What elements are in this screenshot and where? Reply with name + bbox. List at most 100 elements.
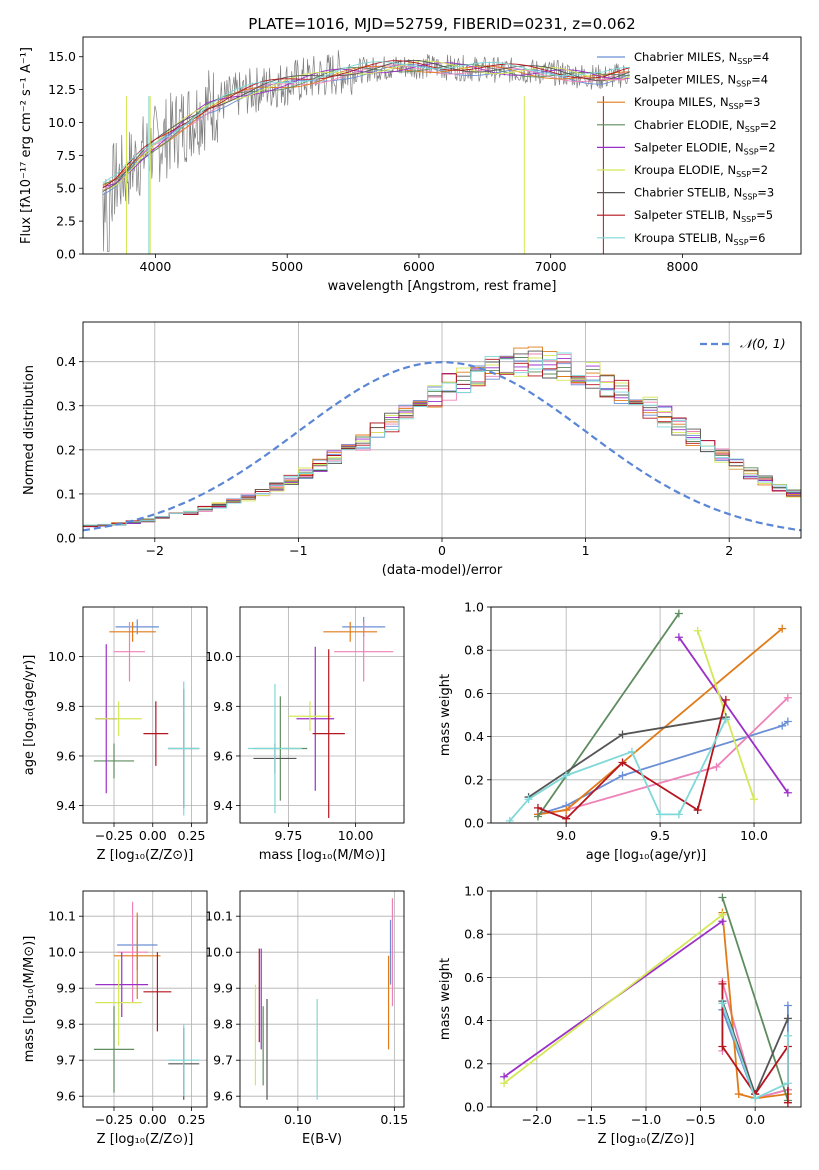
legend-label: Kroupa ELODIE, NSSP=2 [634,163,768,179]
y-tick-label: 7.5 [56,148,76,163]
y-tick-label: 0.4 [56,354,76,369]
legend-label-text: Salpeter MILES, N [634,73,736,87]
panel-residuals: −2 −1 0 1 2 0.0 0.1 0.2 0.3 0.4 (data-model)/error… [22,321,802,578]
legend-label: Salpeter ELODIE, NSSP=2 [634,140,776,156]
legend-label-subscript: SSP [736,80,751,89]
plot-area [83,346,801,538]
x-axis-label: wavelength [Angstrom, rest frame] [328,279,557,294]
model-line [102,60,630,192]
panel-age-vs-Z: −0.25 0.00 0.25 9.4 9.6 9.8 10.0 Z [log₁₀(Z/Z⊙)… [22,606,208,863]
weight-point-marker [562,814,571,823]
legend-label: Salpeter MILES, NSSP=4 [634,73,768,89]
weight-point-marker [693,626,702,635]
weight-point-marker [783,717,792,726]
x-axis-label: Z [log₁₀(Z/Z⊙)] [97,848,194,863]
legend-label-subscript: SSP [729,102,744,111]
x-tick-label: 0.10 [284,1112,312,1127]
axes-frame [82,36,802,255]
y-tick-label: 0.8 [464,927,484,942]
x-tick-label: 4000 [140,259,172,274]
y-tick-label: 10.1 [48,909,76,924]
weight-point-marker [721,715,730,724]
y-tick-label: 0.2 [56,442,76,457]
x-tick-label: −2 [146,543,164,558]
weight-point-marker [751,1094,760,1103]
legend-label: Chabrier STELIB, NSSP=3 [634,186,774,202]
x-tick-label: −0.5 [685,1112,715,1127]
weight-point-marker [618,730,627,739]
legend-label-text: Chabrier MILES, N [634,50,737,64]
model-line [102,61,630,184]
x-tick-label: 0.0 [745,1112,765,1127]
weight-point-marker [783,1079,792,1088]
weight-point-marker [721,695,730,704]
errorbar-point [288,701,332,732]
legend-label-text: Salpeter STELIB, N [634,208,741,222]
y-axis-label: mass weight [438,674,453,756]
weight-point-marker [618,771,627,780]
model-line [102,64,630,192]
plot-area [505,609,792,823]
legend-label: 𝒩(0, 1) [740,336,786,351]
data-spectrum-line [102,50,630,252]
legend-label-text: Chabrier ELODIE, N [634,118,745,132]
weight-point-marker [505,816,514,823]
y-tick-label: 0.8 [464,643,484,658]
weight-point-marker [734,1090,743,1099]
weight-point-marker [674,609,683,618]
weight-point-marker [674,633,683,642]
panel-weight-vs-Z: −2.0 −1.5 −1.0 −0.5 0.0 0.0 0.2 0.4 0.6 0.8 1.0 Z [… [438,884,802,1147]
x-tick-label: 6000 [403,259,435,274]
errorbar-point [312,649,345,819]
weight-series-line [537,697,789,816]
legend-label-suffix: =5 [756,208,773,222]
weight-point-marker [524,795,533,804]
y-tick-label: 10.0 [205,649,233,664]
y-tick-label: 9.8 [213,1017,233,1032]
weight-point-marker [533,803,542,812]
legend-item: Chabrier MILES, NSSP=4 [597,50,769,66]
histogram-series [83,352,801,538]
axes-frame [82,606,208,824]
legend-label-subscript: SSP [742,193,757,202]
weight-series-line [678,636,789,794]
weight-series-line [528,716,726,798]
x-tick-label: 9.0 [556,828,576,843]
errorbar-point [114,621,145,682]
x-tick-label: 0.25 [178,828,206,843]
x-tick-label: 2 [725,543,733,558]
legend-item: Salpeter STELIB, NSSP=5 [597,208,773,224]
y-tick-label: 0.0 [464,1100,484,1115]
y-tick-label: 9.8 [56,1017,76,1032]
y-axis-label: mass weight [438,958,453,1040]
y-tick-label: 9.6 [56,748,76,763]
errorbar-point [296,646,335,791]
y-tick-label: 9.7 [56,1053,76,1068]
errorbar-point [93,743,135,779]
legend-label-suffix: =3 [757,186,774,200]
legend-label-suffix: =4 [751,73,768,87]
errorbar-point [143,952,172,1032]
legend-label-suffix: =3 [744,95,761,109]
errorbar-point [168,681,200,816]
legend-label: Salpeter STELIB, NSSP=5 [634,208,773,224]
weight-point-marker [718,910,727,919]
y-tick-label: 0.6 [464,970,484,985]
y-tick-label: 0.0 [56,247,76,262]
x-tick-label: −1.0 [631,1112,661,1127]
weight-point-marker [783,1031,792,1040]
x-tick-label: −1 [289,543,307,558]
weight-point-marker [718,1042,727,1051]
x-axis-label: Z [log₁₀(Z/Z⊙)] [598,1132,695,1147]
weight-point-marker [718,999,727,1008]
y-tick-label: 10.0 [48,945,76,960]
legend-item: Chabrier ELODIE, NSSP=2 [597,118,777,134]
y-axis-label: Flux [fλ10⁻¹⁷ erg cm⁻² s⁻¹ A⁻¹] [19,47,34,244]
legend-item: Kroupa MILES, NSSP=3 [597,95,760,111]
plot-area [254,898,394,1100]
y-tick-label: 10.0 [205,945,233,960]
weight-point-marker [718,893,727,902]
weight-point-marker [783,788,792,797]
x-tick-label: −0.25 [95,1112,133,1127]
